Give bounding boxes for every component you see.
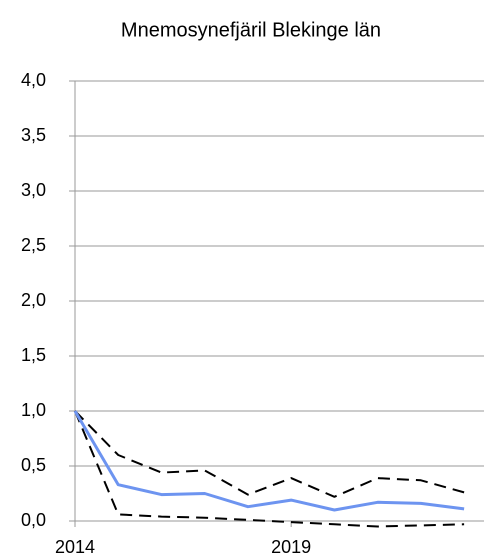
series-line <box>73 410 465 512</box>
y-tick-label: 2,5 <box>21 235 46 255</box>
y-tick-label: 3,5 <box>21 125 46 145</box>
y-tick-label: 4,0 <box>21 70 46 90</box>
chart-title: Mnemosynefjäril Blekinge län <box>121 19 381 41</box>
y-tick-label: 1,0 <box>21 400 46 420</box>
y-tick-label: 1,5 <box>21 345 46 365</box>
x-tick-label: 2019 <box>271 537 311 557</box>
y-tick-label: 2,0 <box>21 290 46 310</box>
y-tick-label: 0,5 <box>21 455 46 475</box>
y-tick-label: 3,0 <box>21 180 46 200</box>
x-tick-label: 2014 <box>55 537 95 557</box>
series-line <box>74 410 465 528</box>
series-line <box>74 410 465 498</box>
y-tick-label: 0,0 <box>21 510 46 530</box>
